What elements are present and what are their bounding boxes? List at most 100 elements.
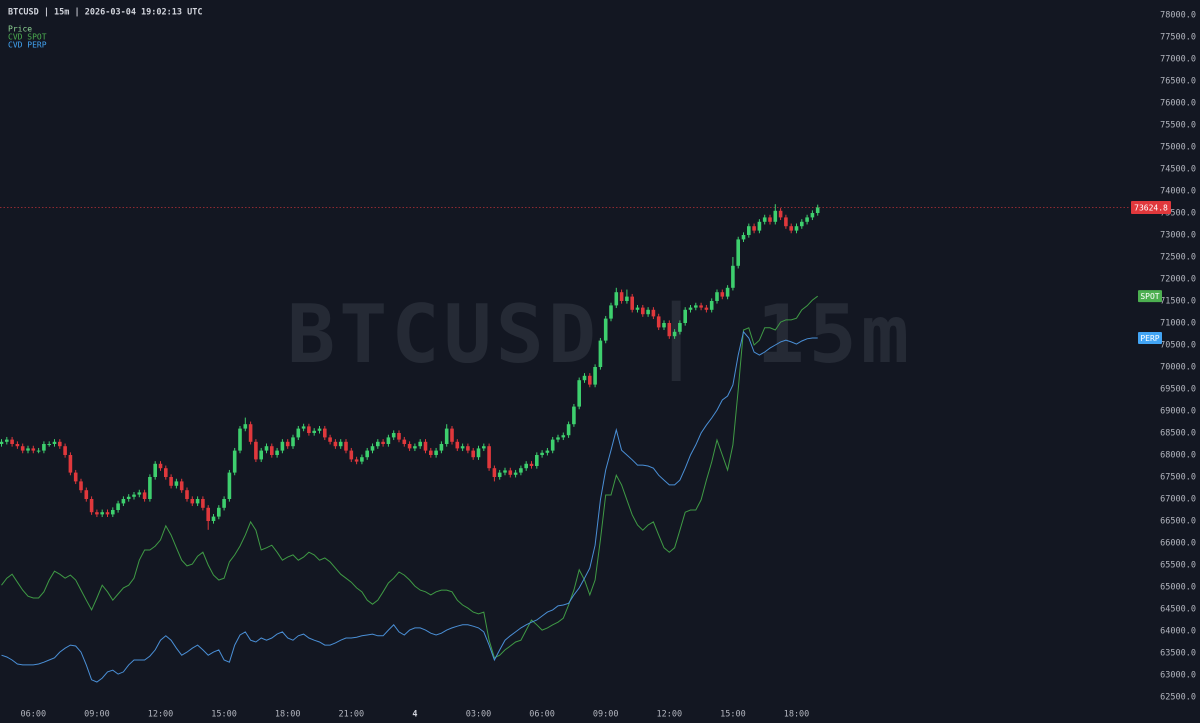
x-tick-label: 06:00 (529, 710, 555, 720)
candle-body (529, 463, 534, 466)
candle-body (84, 490, 89, 499)
last-price-label: 73624.8 (1134, 204, 1168, 213)
candle-body (566, 424, 571, 436)
candle-body (338, 441, 343, 447)
y-tick-label: 77000.0 (1160, 55, 1196, 65)
y-tick-label: 69500.0 (1160, 384, 1196, 394)
candle-body (593, 366, 597, 385)
y-tick-label: 67500.0 (1160, 472, 1196, 482)
candle-body (179, 481, 184, 491)
candle-body (762, 217, 767, 222)
candle-body (10, 439, 14, 444)
cvd-line (1, 295, 818, 659)
candle-body (466, 446, 470, 451)
y-tick-label: 78000.0 (1160, 11, 1196, 21)
candle-body (153, 463, 157, 477)
candle-body (603, 318, 608, 341)
candle-body (598, 340, 603, 367)
series-badge-label: SPOT (1140, 292, 1159, 301)
series-badge (1138, 290, 1162, 303)
candle-body (126, 496, 131, 499)
candle-body (800, 221, 804, 227)
candle-body (789, 226, 793, 231)
y-tick-label: 76500.0 (1160, 77, 1196, 87)
candle-body (524, 463, 528, 469)
candle-body (206, 507, 210, 521)
y-tick-label: 68000.0 (1160, 450, 1196, 460)
candle-body (460, 446, 465, 449)
candle-body (148, 476, 152, 499)
candle-body (232, 450, 237, 473)
y-tick-label: 71500.0 (1160, 297, 1196, 307)
candle-body (63, 446, 67, 455)
y-tick-label: 72500.0 (1160, 253, 1196, 263)
candle-body (132, 494, 136, 497)
candle-body (386, 437, 391, 444)
y-tick-label: 72000.0 (1160, 275, 1196, 285)
candle-body (169, 476, 173, 486)
candle-body (217, 507, 221, 517)
candle-body (174, 481, 179, 486)
candle-body (476, 448, 481, 458)
candle-body (545, 450, 550, 453)
candle-body (58, 441, 62, 447)
candle-body (513, 472, 518, 475)
candle-body (683, 309, 687, 324)
candle-body (270, 446, 274, 455)
candle-body (15, 443, 20, 447)
candle-body (635, 307, 640, 310)
x-tick-label: 21:00 (339, 710, 365, 720)
legend-entry: CVD PERP (8, 41, 47, 50)
candle-body (609, 305, 613, 319)
x-tick-label: 12:00 (148, 710, 174, 720)
candle-body (111, 509, 115, 515)
candle-body (296, 428, 301, 438)
candle-body (535, 454, 539, 466)
candle-body (651, 309, 656, 317)
candle-body (630, 296, 634, 310)
candle-body (805, 217, 809, 222)
y-tick-label: 76000.0 (1160, 99, 1196, 109)
candle-body (402, 439, 407, 444)
candle-body (211, 516, 216, 521)
candle-body (709, 301, 714, 310)
candle-body (784, 217, 788, 227)
candle-body (752, 226, 756, 231)
candle-body (164, 468, 168, 477)
candle-body (778, 210, 783, 218)
x-tick-label: 4 (412, 710, 417, 720)
x-tick-label: 18:00 (275, 710, 301, 720)
candle-body (36, 450, 41, 452)
candle-body (116, 503, 120, 510)
y-tick-label: 62500.0 (1160, 692, 1196, 702)
candle-body (429, 450, 433, 455)
candle-body (720, 292, 725, 297)
candle-body (291, 437, 295, 447)
candle-body (227, 472, 232, 499)
legend-entry: CVD SPOT (8, 33, 47, 42)
candle-body (407, 443, 412, 449)
candle-body (185, 490, 189, 499)
y-tick-label: 74000.0 (1160, 187, 1196, 197)
candle-body (508, 470, 513, 475)
candle-body (444, 428, 449, 444)
legend-entry: Price (8, 25, 32, 34)
candle-body (540, 452, 544, 455)
candle-body (672, 331, 677, 337)
candle-body (731, 265, 735, 288)
candle-body (550, 439, 555, 451)
watermark: BTCUSD | 15m (287, 288, 913, 382)
candle-body (142, 492, 147, 499)
y-tick-label: 74500.0 (1160, 165, 1196, 175)
candle-body (556, 437, 560, 440)
candle-body (715, 292, 719, 302)
candle-body (254, 441, 258, 460)
candle-body (699, 305, 703, 308)
y-tick-label: 71000.0 (1160, 319, 1196, 329)
x-tick-label: 18:00 (784, 710, 810, 720)
candle-body (413, 446, 417, 449)
candle-body (688, 307, 693, 310)
candle-body (391, 432, 396, 438)
chart-title: BTCUSD | 15m | 2026-03-04 19:02:13 UTC (8, 8, 202, 18)
